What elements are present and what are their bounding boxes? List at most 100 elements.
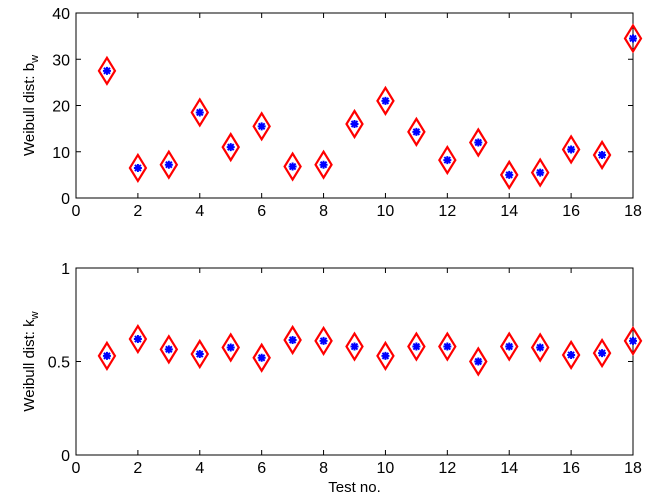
star-marker (350, 120, 359, 128)
data-point (592, 139, 612, 171)
star-marker (257, 122, 266, 131)
y-axis-label-subscript: w (29, 55, 41, 64)
x-tick-label: 8 (319, 203, 328, 220)
plot-panel-b-w: 0 2 4 6 8 10 12 14 16 18 0 10 20 30 40 Weibull dist: bw (21, 6, 643, 220)
plot-panel-k-w: 0 2 4 6 8 10 12 14 16 18 0 0.5 1 Weibull dist: kw Test… (21, 261, 643, 496)
star-marker (443, 342, 452, 351)
star-marker (102, 66, 111, 75)
star-marker (443, 156, 452, 165)
diamond-marker (468, 346, 488, 377)
diamond-marker (314, 149, 333, 180)
data-point (283, 151, 302, 182)
diamond-marker (283, 151, 302, 182)
diamond-marker (97, 55, 117, 86)
x-tick-label: 2 (133, 203, 142, 220)
star-marker (195, 350, 204, 359)
data-point (221, 332, 241, 363)
diamond-marker (376, 340, 395, 371)
star-marker (629, 34, 637, 43)
y-tick-label: 40 (52, 6, 70, 23)
star-marker (505, 342, 514, 351)
star-marker (288, 335, 297, 344)
data-point (128, 152, 148, 184)
data-point (252, 111, 271, 142)
x-tick-label: 0 (72, 203, 81, 220)
diamond-marker (623, 23, 643, 54)
diamond-marker (345, 108, 364, 140)
diamond-marker (407, 331, 426, 362)
y-tick-label: 1 (61, 261, 70, 278)
x-tick-label: 16 (562, 460, 580, 477)
data-point (221, 132, 241, 163)
data-point (283, 324, 302, 356)
x-tick-label: 6 (257, 203, 266, 220)
data-point (345, 108, 364, 140)
diamond-marker (438, 144, 457, 176)
y-tick-label: 20 (52, 99, 70, 116)
data-point (438, 144, 457, 176)
diamond-marker (623, 325, 643, 357)
diamond-marker (190, 97, 210, 128)
data-point (407, 331, 426, 362)
x-tick-label: 4 (195, 460, 204, 477)
diamond-marker (221, 332, 241, 363)
diamond-marker (159, 334, 179, 365)
star-marker (629, 336, 637, 345)
star-marker (381, 351, 390, 360)
y-axis-label-text: Weibull dist: b (21, 63, 38, 156)
star-marker (133, 163, 142, 172)
data-point (468, 127, 488, 158)
y-axis-label-text: Weibull dist: k (21, 319, 38, 412)
star-marker (133, 335, 142, 344)
diamond-marker (221, 132, 241, 163)
diamond-marker (283, 324, 302, 356)
diamond-marker (592, 139, 612, 171)
data-point (468, 346, 488, 377)
diamond-marker (530, 332, 550, 363)
x-tick-label: 14 (500, 203, 518, 220)
star-marker (319, 336, 328, 345)
x-axis-label: Test no. (328, 479, 381, 496)
y-tick-label: 10 (52, 145, 70, 162)
star-marker (412, 127, 421, 136)
diamond-marker (159, 149, 179, 180)
diamond-marker (128, 152, 148, 184)
data-point (407, 116, 426, 147)
x-tick-label: 4 (195, 203, 204, 220)
x-tick-label: 12 (438, 203, 456, 220)
x-tick-label: 14 (500, 460, 518, 477)
x-tick-label: 8 (319, 460, 328, 477)
star-marker (474, 357, 483, 366)
data-point (159, 149, 179, 180)
data-point (530, 157, 550, 188)
star-marker (257, 353, 266, 362)
y-tick-label: 0.5 (48, 355, 70, 372)
x-tick-label: 6 (257, 460, 266, 477)
data-point (438, 331, 457, 362)
diamond-marker (499, 159, 519, 190)
diamond-marker (530, 157, 550, 188)
diamond-marker (314, 325, 333, 357)
y-tick-label: 0 (61, 448, 70, 465)
diamond-marker (128, 323, 148, 355)
x-tick-label: 18 (624, 203, 642, 220)
star-marker (505, 170, 514, 179)
diamond-marker (97, 340, 117, 371)
star-marker (226, 343, 235, 352)
y-axis-label: Weibull dist: kw (21, 311, 41, 411)
data-point (314, 149, 333, 180)
diamond-marker (345, 331, 364, 362)
data-point (376, 340, 395, 371)
data-point (561, 134, 581, 165)
x-tick-label: 0 (72, 460, 81, 477)
data-point (97, 55, 117, 86)
data-point (345, 331, 364, 362)
star-marker (474, 138, 483, 147)
star-marker (319, 160, 328, 169)
x-tick-label: 12 (438, 460, 456, 477)
diamond-marker (499, 331, 519, 362)
data-point (623, 325, 643, 357)
x-tick-label: 18 (624, 460, 642, 477)
x-tick-label: 10 (377, 203, 395, 220)
